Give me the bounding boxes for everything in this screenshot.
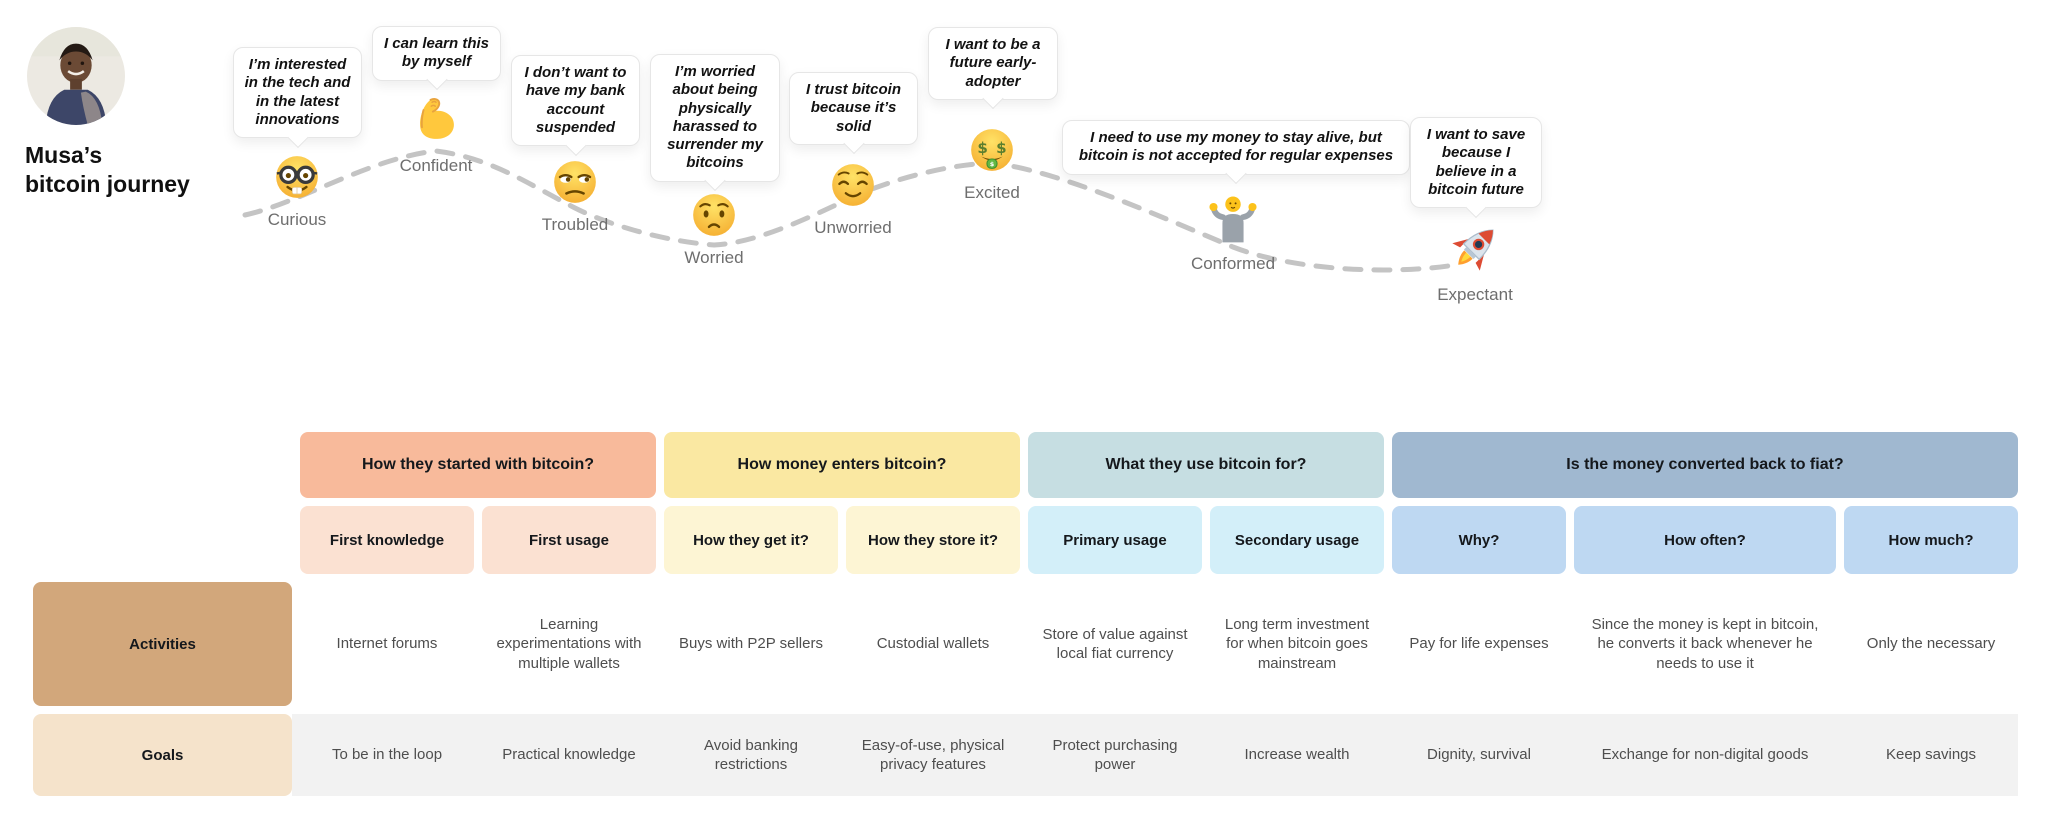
quote-text: I need to use my money to stay alive, bu…	[1078, 129, 1394, 165]
quote-text: I’m interested in the tech and in the la…	[244, 56, 351, 128]
goals-cell: Keep savings	[1885, 746, 1977, 764]
quote-text: I trust bitcoin because it’s solid	[806, 81, 901, 135]
stage-label-curious: Curious	[267, 210, 327, 229]
quote-bubble-unworried: I trust bitcoin because it’s solid	[789, 72, 918, 145]
journey-table: How they started with bitcoin? How money…	[33, 432, 2018, 796]
quote-bubble-expectant: I want to save because I believe in a bi…	[1410, 117, 1542, 209]
quote-bubble-excited: I want to be a future early-adopter	[928, 27, 1058, 100]
goals-cell: Dignity, survival	[1427, 746, 1531, 764]
stage-conformed: Conformed	[1168, 192, 1298, 274]
col-header-secondary-usage: Secondary usage	[1210, 506, 1384, 574]
activities-cell: Internet forums	[336, 635, 438, 653]
money-mouth-face-icon: $ $ $	[969, 127, 1015, 178]
quote-bubble-curious: I’m interested in the tech and in the la…	[233, 47, 362, 139]
quote-text: I want to save because I believe in a bi…	[1426, 126, 1526, 198]
stage-confident: Confident	[371, 96, 501, 176]
row-label-activities: Activities	[33, 582, 292, 706]
col-header-why: Why?	[1392, 506, 1566, 574]
quote-text: I want to be a future early-adopter	[945, 36, 1041, 90]
col-header-how-store: How they store it?	[846, 506, 1020, 574]
goals-cell: Easy-of-use, physical privacy features	[861, 736, 1005, 774]
stage-label-expectant: Expectant	[1437, 285, 1513, 304]
stage-worried: Worried	[649, 192, 779, 268]
nerd-face-icon	[274, 154, 320, 205]
activities-cell: Store of value against local fiat curren…	[1042, 625, 1188, 663]
col-header-how-often: How often?	[1574, 506, 1836, 574]
goals-cell: Protect purchasing power	[1052, 736, 1178, 774]
goals-cell: Avoid banking restrictions	[704, 736, 798, 774]
col-header-how-much: How much?	[1844, 506, 2018, 574]
stage-label-conformed: Conformed	[1190, 254, 1276, 273]
quote-text: I don’t want to have my bank account sus…	[524, 64, 627, 136]
goals-row-band	[292, 714, 2018, 796]
group-header-started: How they started with bitcoin?	[300, 432, 656, 498]
svg-text:$: $	[996, 139, 1007, 157]
stage-excited: $ $ $ Excited	[927, 127, 1057, 203]
relieved-face-icon	[830, 162, 876, 213]
stage-label-worried: Worried	[684, 248, 744, 267]
quote-text: I’m worried about being physically haras…	[667, 63, 763, 172]
col-header-primary-usage: Primary usage	[1028, 506, 1202, 574]
stage-curious: Curious	[232, 154, 362, 230]
flexed-biceps-icon	[411, 96, 461, 151]
activities-cell: Pay for life expenses	[1409, 635, 1549, 653]
activities-cell: Custodial wallets	[876, 635, 990, 653]
group-header-use-for: What they use bitcoin for?	[1028, 432, 1384, 498]
worried-face-icon	[691, 192, 737, 243]
activities-cell: Learning experimentations with multiple …	[496, 615, 642, 672]
stage-label-excited: Excited	[964, 183, 1020, 202]
stage-expectant: Expectant	[1410, 221, 1540, 305]
goals-cell: Increase wealth	[1244, 746, 1350, 764]
goals-cell: Exchange for non-digital goods	[1601, 746, 1809, 764]
page-title-line2: bitcoin journey	[25, 170, 190, 197]
rocket-icon	[1448, 221, 1502, 280]
col-header-first-knowledge: First knowledge	[300, 506, 474, 574]
col-header-how-get: How they get it?	[664, 506, 838, 574]
quote-bubble-confident: I can learn this by myself	[372, 26, 501, 81]
page-title: Musa’s bitcoin journey	[25, 141, 190, 198]
person-shrugging-icon	[1207, 192, 1259, 249]
stage-label-unworried: Unworried	[814, 218, 892, 237]
group-header-enters: How money enters bitcoin?	[664, 432, 1020, 498]
svg-text:$: $	[977, 139, 988, 157]
quote-text: I can learn this by myself	[383, 35, 490, 71]
activities-cell: Long term investment for when bitcoin go…	[1224, 615, 1370, 672]
group-header-converted-back: Is the money converted back to fiat?	[1392, 432, 2018, 498]
page-title-line1: Musa’s	[25, 142, 103, 168]
col-header-first-usage: First usage	[482, 506, 656, 574]
stage-troubled: Troubled	[510, 159, 640, 235]
stage-label-confident: Confident	[399, 156, 473, 175]
activities-cell: Only the necessary	[1866, 635, 1996, 653]
svg-text:$: $	[990, 160, 995, 168]
quote-bubble-worried: I’m worried about being physically haras…	[650, 54, 780, 182]
activities-cell: Buys with P2P sellers	[679, 635, 823, 653]
stage-unworried: Unworried	[788, 162, 918, 238]
goals-cell: To be in the loop	[331, 746, 443, 764]
activities-cell: Since the money is kept in bitcoin, he c…	[1591, 615, 1819, 672]
row-label-goals: Goals	[33, 714, 292, 796]
stage-label-troubled: Troubled	[541, 215, 609, 234]
unamused-face-icon	[552, 159, 598, 210]
journey-curve	[242, 148, 1451, 273]
quote-bubble-troubled: I don’t want to have my bank account sus…	[511, 55, 640, 147]
goals-cell: Practical knowledge	[502, 746, 636, 764]
quote-bubble-conformed: I need to use my money to stay alive, bu…	[1062, 120, 1410, 175]
